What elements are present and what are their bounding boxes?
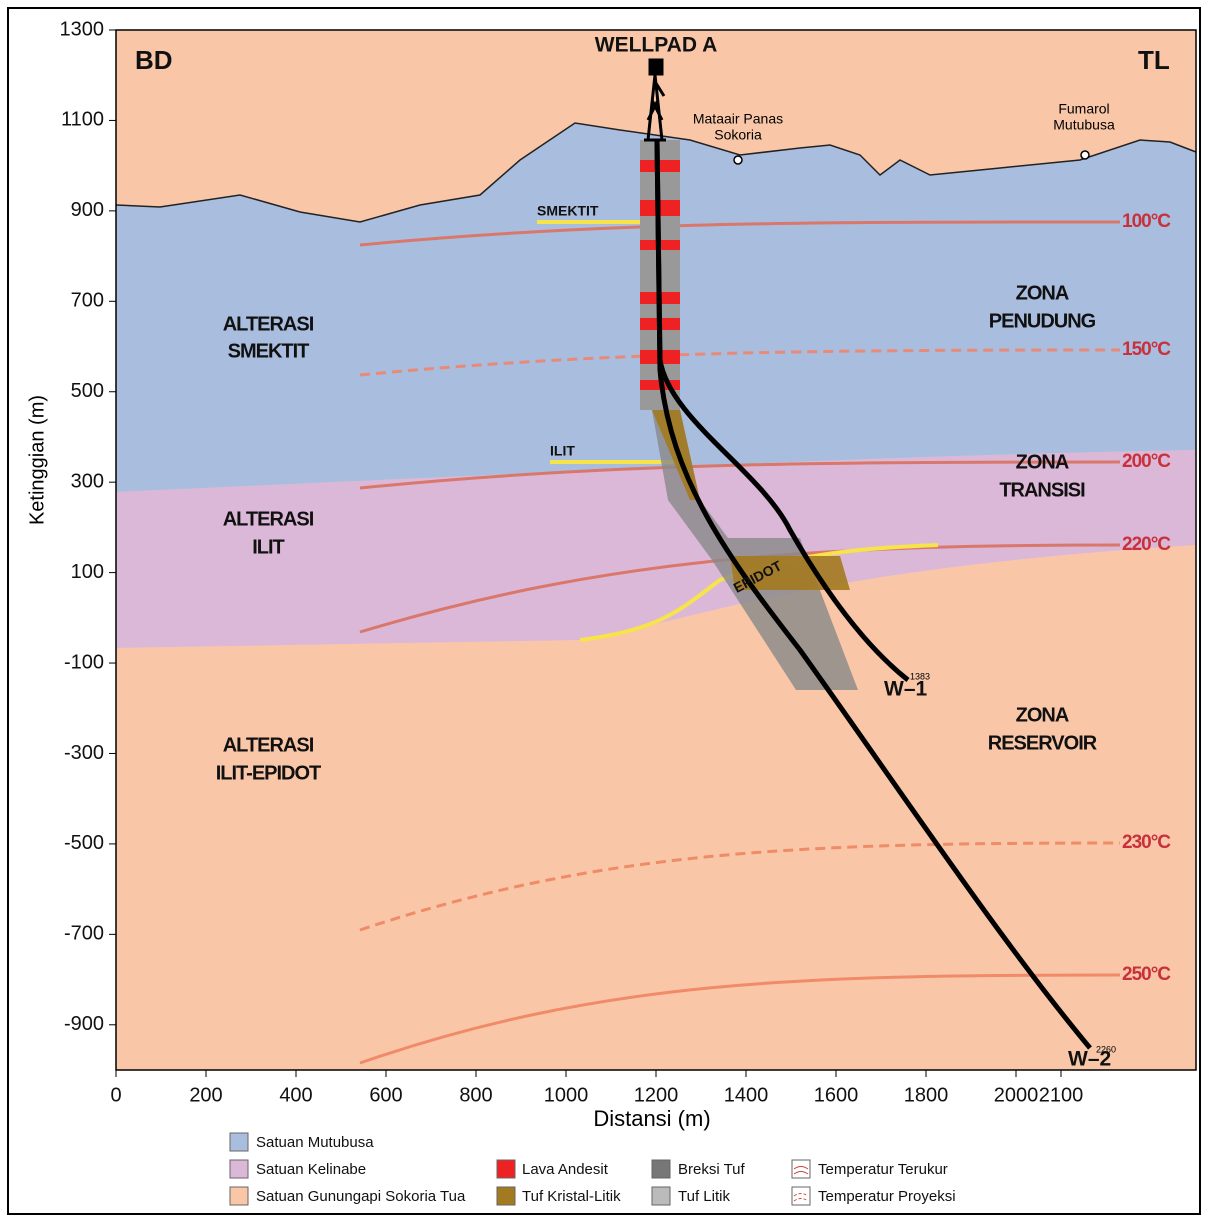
alteration-label: ILIT-EPIDOT bbox=[216, 762, 321, 784]
x-tick-label: 400 bbox=[279, 1084, 312, 1106]
y-tick-label: 500 bbox=[71, 380, 104, 402]
well-label: W–2 bbox=[1068, 1048, 1111, 1071]
well-depth: 2260 bbox=[1096, 1044, 1116, 1054]
alteration-label: SMEKTIT bbox=[228, 340, 310, 362]
x-tick-label: 0 bbox=[110, 1084, 121, 1106]
y-tick-label: 900 bbox=[71, 199, 104, 221]
x-tick-label: 2100 bbox=[1039, 1084, 1084, 1106]
x-axis-label: Distansi (m) bbox=[593, 1106, 710, 1131]
y-tick-label: -100 bbox=[64, 651, 104, 673]
mineral-label: SMEKTIT bbox=[537, 203, 599, 219]
well-label: W–1 bbox=[884, 678, 928, 701]
well-depth: 1383 bbox=[910, 671, 930, 681]
legend-label: Lava Andesit bbox=[522, 1161, 609, 1178]
frame bbox=[7, 7, 1201, 1215]
x-tick-label: 1400 bbox=[724, 1084, 769, 1106]
isotherm-label: 230°C bbox=[1122, 832, 1171, 853]
zone-label: RESERVOIR bbox=[988, 732, 1098, 754]
alteration-label: ALTERASI bbox=[223, 313, 314, 335]
isotherm-label: 250°C bbox=[1122, 964, 1171, 985]
spring-label: Mutubusa bbox=[1053, 117, 1115, 133]
alteration-label: ILIT bbox=[252, 536, 284, 558]
y-tick-label: -900 bbox=[64, 1013, 104, 1035]
zone-label: ZONA bbox=[1016, 704, 1069, 726]
legend-label: Temperatur Terukur bbox=[818, 1161, 948, 1178]
legend: Satuan Mutubusa Satuan Kelinabe Satuan G… bbox=[229, 1132, 956, 1206]
y-tick-label: 100 bbox=[71, 561, 104, 583]
spring-label: Mataair Panas bbox=[693, 111, 783, 127]
y-tick-label: -700 bbox=[64, 923, 104, 945]
alteration-label: ALTERASI bbox=[223, 508, 314, 530]
legend-label: Satuan Kelinabe bbox=[256, 1161, 366, 1178]
zone-label: PENUDUNG bbox=[989, 310, 1096, 332]
y-tick-label: 700 bbox=[71, 290, 104, 312]
x-tick-label: 200 bbox=[189, 1084, 222, 1106]
isotherm-label: 100°C bbox=[1122, 211, 1171, 232]
isotherm-label: 200°C bbox=[1122, 451, 1171, 472]
y-tick-label: 1100 bbox=[61, 109, 104, 131]
zone-label: ZONA bbox=[1016, 282, 1069, 304]
spring-label: Fumarol bbox=[1058, 101, 1109, 117]
x-tick-label: 1200 bbox=[634, 1084, 679, 1106]
wellpad-label: WELLPAD A bbox=[595, 34, 717, 57]
x-tick-label: 1000 bbox=[544, 1084, 589, 1106]
x-tick-label: 1800 bbox=[904, 1084, 949, 1106]
isotherm-label: 220°C bbox=[1122, 534, 1171, 555]
zone-label: ZONA bbox=[1016, 451, 1069, 473]
isotherm-label: 150°C bbox=[1122, 339, 1171, 360]
y-tick-label: -500 bbox=[64, 832, 104, 854]
x-tick-label: 2000 bbox=[994, 1084, 1039, 1106]
zone-label: TRANSISI bbox=[999, 479, 1085, 501]
legend-label: Temperatur Proyeksi bbox=[818, 1188, 956, 1205]
y-tick-label: 1300 bbox=[60, 18, 105, 40]
geology bbox=[115, 30, 1197, 1070]
y-axis-label: Ketinggian (m) bbox=[26, 395, 48, 525]
corner-label: BD bbox=[135, 45, 173, 75]
spring-label: Sokoria bbox=[714, 127, 762, 143]
legend-label: Breksi Tuf bbox=[678, 1161, 746, 1178]
legend-label: Tuf Kristal-Litik bbox=[522, 1188, 621, 1205]
legend-label: Satuan Gunungapi Sokoria Tua bbox=[256, 1188, 466, 1205]
mineral-label: ILIT bbox=[550, 443, 575, 459]
x-tick-label: 600 bbox=[369, 1084, 402, 1106]
legend-label: Satuan Mutubusa bbox=[256, 1134, 374, 1151]
legend-label: Tuf Litik bbox=[678, 1188, 730, 1205]
corner-label: TL bbox=[1138, 45, 1170, 75]
alteration-label: ALTERASI bbox=[223, 734, 314, 756]
x-tick-label: 800 bbox=[459, 1084, 492, 1106]
x-tick-label: 1600 bbox=[814, 1084, 859, 1106]
y-tick-label: 300 bbox=[71, 470, 104, 492]
y-tick-label: -300 bbox=[64, 742, 104, 764]
